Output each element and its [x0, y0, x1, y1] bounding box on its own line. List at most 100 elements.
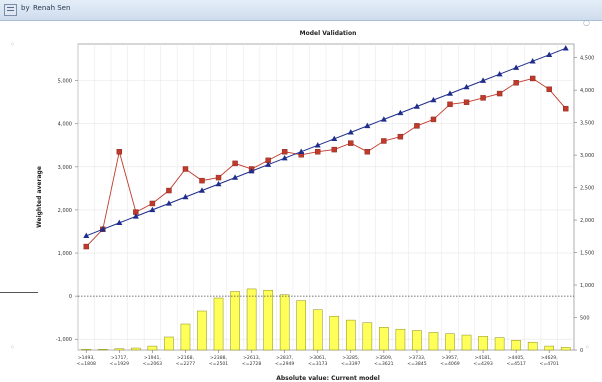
predicted-point — [248, 167, 255, 174]
bar — [527, 341, 538, 351]
observed-point — [529, 75, 536, 82]
y-left-tick-label: -1,000 — [56, 337, 72, 343]
observed-point — [83, 243, 89, 250]
observed-point — [513, 80, 519, 86]
bar — [279, 294, 290, 351]
x-tick-label: <=3173 — [308, 361, 327, 367]
x-tick-label: <=2949 — [275, 361, 294, 367]
bar — [511, 340, 521, 351]
observed-point — [116, 149, 123, 155]
bar — [362, 322, 373, 351]
bar — [296, 300, 306, 351]
corner-handle-icon[interactable]: ◦ — [10, 40, 15, 49]
observed-point — [315, 149, 321, 155]
predicted-point — [529, 58, 536, 64]
bar — [98, 349, 108, 351]
x-tick-label: <=2277 — [176, 361, 195, 367]
predicted-point — [298, 148, 305, 154]
predicted-point — [397, 109, 404, 116]
x-tick-label: <=2063 — [143, 361, 162, 367]
y-right-tick-label: 3,500 — [580, 121, 594, 127]
bar — [164, 336, 174, 351]
x-tick-label: <=1808 — [77, 361, 96, 367]
x-tick-label: <=4517 — [506, 361, 525, 367]
window-icon[interactable] — [4, 4, 17, 16]
bar — [346, 319, 356, 351]
corner-handle-icon[interactable]: ○ — [583, 18, 590, 27]
x-tick-label: >2613, — [243, 355, 261, 361]
y-right-tick-label: 2,500 — [580, 186, 594, 192]
y-right-tick-label: 3,000 — [580, 153, 594, 159]
predicted-point — [347, 129, 354, 135]
observed-point — [447, 101, 453, 108]
observed-point — [496, 90, 503, 97]
divider-line — [0, 292, 38, 293]
predicted-point — [480, 77, 487, 83]
x-tick-label: >3957, — [441, 355, 459, 361]
y-left-tick-label: 3,000 — [58, 165, 72, 171]
x-tick-label: <=3621 — [374, 361, 393, 367]
bar — [329, 315, 340, 351]
predicted-point — [232, 174, 239, 180]
predicted-point — [182, 193, 189, 200]
y-right-tick-label: 1,000 — [580, 283, 594, 289]
predicted-point — [546, 51, 553, 57]
bar — [494, 337, 505, 351]
y-right-tick-label: 4,000 — [580, 88, 594, 94]
x-tick-label: <=2501 — [209, 361, 228, 367]
observed-point — [149, 200, 156, 207]
predicted-point — [364, 122, 371, 129]
observed-point — [215, 174, 222, 181]
observed-point — [480, 95, 486, 101]
observed-point — [463, 99, 470, 105]
observed-point — [381, 138, 387, 144]
bar — [131, 347, 141, 351]
predicted-point — [199, 187, 205, 193]
y-right-tick-label: 2,000 — [580, 218, 594, 224]
x-tick-label: >2168, — [177, 355, 195, 361]
y-left-tick-label: 0 — [69, 294, 72, 300]
predicted-point — [265, 161, 272, 167]
observed-point — [232, 160, 238, 167]
observed-point — [331, 146, 337, 153]
bar — [147, 345, 158, 351]
corner-handle-icon[interactable]: ◦ — [585, 343, 590, 352]
predicted-point — [83, 232, 90, 238]
x-tick-label: <=3845 — [407, 361, 426, 367]
bar — [197, 310, 207, 351]
bar — [379, 327, 389, 351]
x-axis-title: Absolute value: Current model — [276, 375, 380, 382]
bar — [478, 336, 488, 351]
y-right-tick-label: 1,500 — [580, 251, 594, 257]
predicted-point — [314, 142, 321, 148]
observed-point — [397, 133, 404, 140]
x-tick-label: >3509, — [375, 355, 393, 361]
y-left-tick-label: 1,000 — [58, 251, 72, 257]
y-right-tick-label: 0 — [580, 348, 583, 354]
predicted-point — [496, 70, 503, 77]
bar — [445, 333, 455, 351]
x-tick-label: >1717, — [111, 355, 129, 361]
observed-point — [182, 166, 189, 172]
bar — [81, 349, 92, 351]
bar — [412, 330, 422, 351]
predicted-point — [165, 200, 172, 206]
x-tick-label: >4181, — [475, 355, 493, 361]
bar — [230, 291, 240, 351]
y-left-tick-label: 5,000 — [58, 79, 72, 85]
header-author: Renah Sen — [33, 4, 71, 12]
header-by-label: by — [21, 4, 30, 12]
observed-line — [85, 78, 567, 247]
observed-point — [348, 140, 354, 146]
x-tick-label: >3733, — [408, 355, 426, 361]
predicted-point — [215, 180, 222, 187]
bar — [395, 328, 406, 351]
y-right-tick-label: 4,500 — [580, 56, 594, 62]
window-header: by Renah Sen — [0, 0, 602, 21]
predicted-point — [99, 226, 106, 232]
x-tick-label: >4629, — [541, 355, 559, 361]
corner-handle-icon[interactable]: ◦ — [10, 343, 15, 352]
chart-title: Model Validation — [300, 30, 357, 37]
x-tick-label: <=4069 — [440, 361, 459, 367]
